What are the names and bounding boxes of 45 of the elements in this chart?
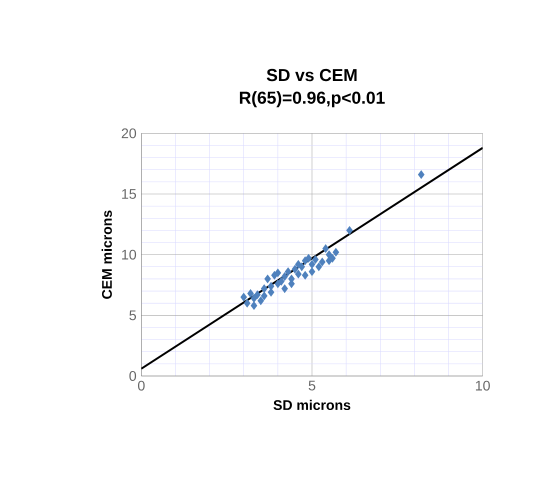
- point: [260, 284, 268, 293]
- point: [247, 289, 254, 298]
- point: [316, 262, 322, 272]
- point: [292, 264, 298, 274]
- chart-subtitle: R(65)=0.96,p<0.01: [240, 91, 385, 108]
- x-tick-label: 5: [308, 380, 316, 390]
- point: [260, 292, 268, 300]
- x-tick-label: 10: [476, 380, 490, 391]
- y-tick-label: 5: [129, 310, 136, 320]
- point: [254, 290, 261, 299]
- x-axis-title: SD microns: [273, 400, 350, 410]
- point: [305, 254, 312, 263]
- point: [244, 298, 250, 308]
- point: [332, 248, 340, 256]
- point: [326, 250, 332, 259]
- point: [281, 272, 288, 281]
- point: [318, 258, 326, 266]
- point: [322, 244, 329, 253]
- y-tick-label: 20: [122, 128, 136, 138]
- y-tick-label: 10: [122, 250, 136, 260]
- point: [264, 274, 271, 284]
- chart-title: SD vs CEM: [266, 68, 357, 82]
- point: [418, 170, 424, 179]
- point: [284, 267, 292, 276]
- point: [250, 294, 258, 303]
- x-tick-label: 0: [138, 380, 145, 391]
- point: [302, 271, 308, 280]
- point: [268, 282, 274, 290]
- y-tick-label: 0: [129, 371, 136, 381]
- point: [346, 226, 353, 235]
- point: [298, 262, 306, 272]
- point: [312, 255, 319, 264]
- point: [281, 284, 288, 293]
- point: [278, 277, 285, 286]
- point: [274, 268, 282, 278]
- point: [240, 292, 248, 302]
- point: [268, 288, 274, 297]
- point: [250, 301, 258, 310]
- y-tick-label: 15: [122, 189, 136, 199]
- point: [308, 260, 316, 269]
- point: [308, 267, 316, 276]
- point: [329, 254, 336, 263]
- y-axis-title: CEM microns: [102, 210, 112, 299]
- point: [295, 270, 302, 278]
- point: [258, 296, 264, 306]
